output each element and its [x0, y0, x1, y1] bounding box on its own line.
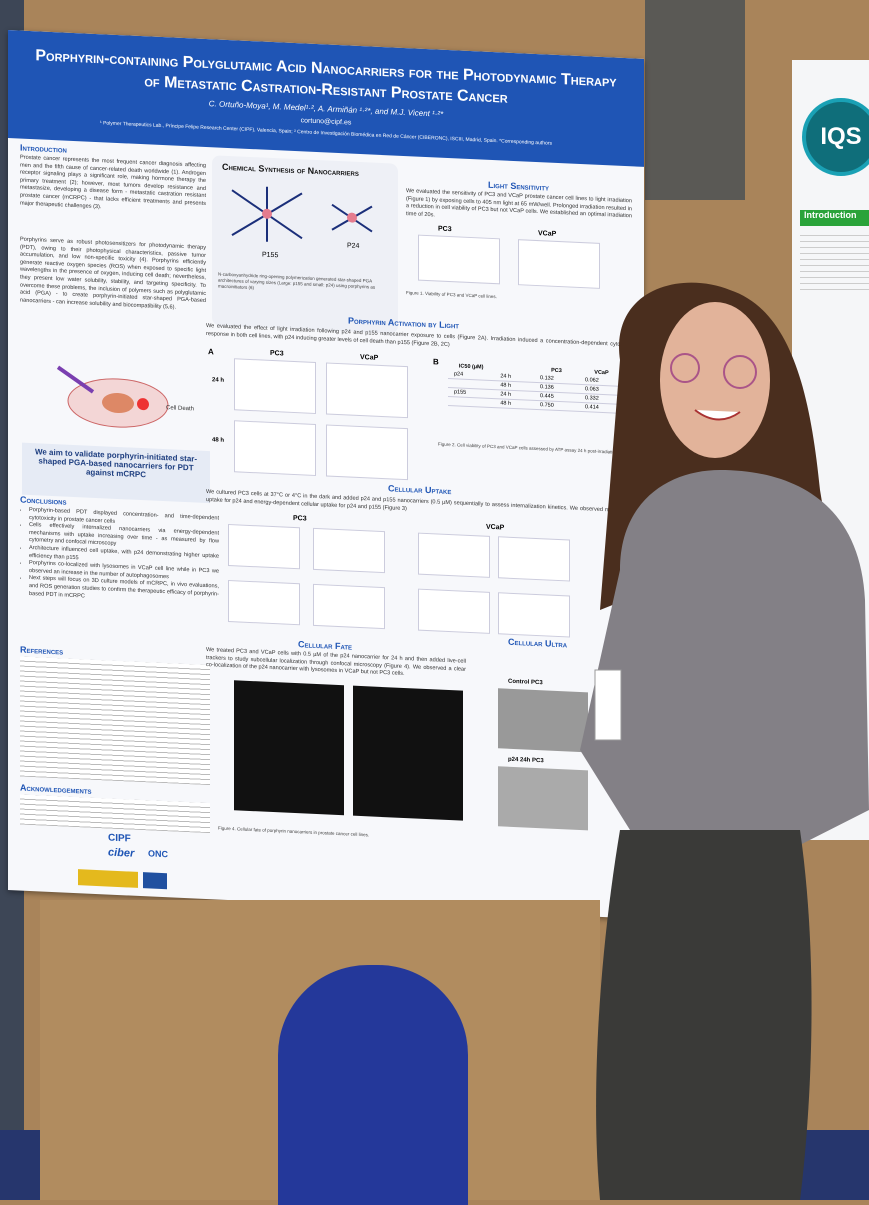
arch-cutout	[278, 965, 468, 1205]
references-text	[20, 656, 210, 786]
figure-label: P155	[262, 252, 278, 260]
image-label: p24 24h PC3	[508, 756, 544, 765]
plot	[313, 583, 385, 630]
table-cell	[448, 396, 495, 408]
heading: Light Sensitivity	[488, 179, 550, 193]
image-label: Control PC3	[508, 678, 543, 687]
plot	[228, 523, 300, 570]
plot	[326, 362, 408, 419]
heading: Acknowledgements	[20, 782, 92, 796]
pants	[596, 830, 812, 1200]
logo-flag	[78, 869, 138, 888]
plot	[418, 588, 490, 634]
panel-title: VCaP	[360, 353, 379, 362]
paragraph: Porphyrins serve as robust photosensitiz…	[20, 236, 206, 311]
paragraph: We evaluated the sensitivity of PC3 and …	[406, 188, 632, 220]
text-block	[800, 230, 869, 290]
microscopy	[234, 680, 344, 816]
plot	[234, 420, 316, 476]
paragraph: Prostate cancer represents the most freq…	[20, 154, 206, 210]
panel-letter: A	[208, 347, 214, 357]
plot	[313, 527, 385, 574]
heading: Introduction	[800, 210, 869, 226]
figure-label: Cell Death	[166, 405, 194, 412]
sweater	[580, 470, 869, 850]
panel-title: VCaP	[538, 230, 557, 238]
logo-eu	[143, 872, 167, 890]
background-wall	[645, 0, 745, 200]
ros	[137, 398, 149, 411]
plot	[418, 532, 490, 578]
panel-title: PC3	[293, 514, 307, 523]
row-label: 24 h	[212, 377, 225, 384]
person	[580, 282, 869, 1200]
microscopy	[353, 685, 463, 821]
row-label: 48 h	[212, 437, 225, 444]
figure-label: P24	[347, 242, 360, 250]
face	[660, 302, 770, 458]
aim: We aim to validate porphyrin-initiated s…	[22, 442, 210, 504]
poster-header: Porphyrin-containing Polyglutamic Acid N…	[8, 30, 644, 167]
light-beam	[56, 365, 95, 394]
heading: Cellular Uptake	[388, 483, 452, 497]
panel-title: PC3	[438, 225, 452, 234]
logo: ONC	[148, 848, 168, 860]
conclusion-list: Porphyrin-based PDT displayed concentrat…	[20, 507, 219, 607]
badge	[594, 669, 622, 741]
porphyrin-core	[262, 208, 272, 219]
panel-title: VCaP	[486, 523, 505, 532]
heading: Conclusions	[20, 494, 67, 507]
logo: IQS	[802, 98, 869, 176]
plot	[234, 358, 316, 414]
plot	[418, 234, 500, 285]
heading: References	[20, 644, 64, 657]
logo: ciber	[108, 846, 135, 860]
intro-figure: Cell Death	[56, 365, 194, 428]
plot	[326, 424, 408, 481]
nucleus	[102, 392, 134, 414]
porphyrin-core	[347, 212, 357, 223]
paragraph: We treated PC3 and VCaP cells with 0.5 µ…	[206, 646, 466, 678]
caption: Figure 4. Cellular fate of porphyrin nan…	[218, 825, 370, 838]
heading: Cellular Fate	[298, 639, 353, 652]
logo: CIPF	[108, 832, 131, 845]
synthesis-figure: P155 P24	[231, 186, 373, 260]
heading: Introduction	[20, 142, 67, 155]
acknowledgements-text	[20, 794, 210, 834]
glasses	[670, 353, 700, 383]
poster: Porphyrin-containing Polyglutamic Acid N…	[8, 30, 644, 919]
glasses	[723, 355, 757, 389]
table-cell: 48 h	[494, 398, 535, 410]
smile	[694, 409, 741, 421]
panel-title: PC3	[270, 349, 284, 358]
panel-letter: B	[433, 357, 439, 367]
plot	[228, 579, 300, 626]
